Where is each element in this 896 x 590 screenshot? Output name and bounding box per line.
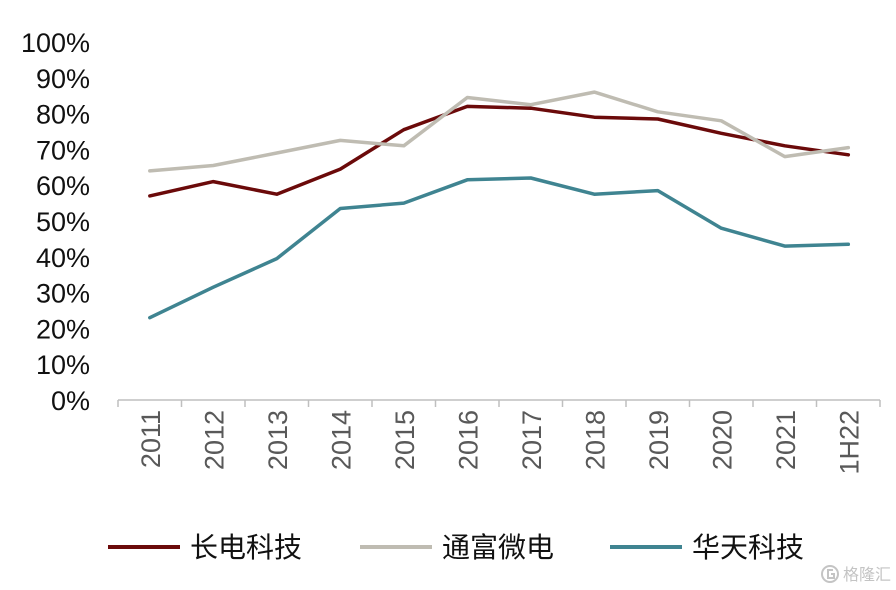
watermark: 格隆汇 xyxy=(821,565,891,584)
legend-label: 华天科技 xyxy=(692,531,804,564)
y-tick-label: 80% xyxy=(36,100,90,130)
y-tick-label: 0% xyxy=(51,386,90,416)
series-line-1 xyxy=(148,104,851,198)
x-tick-label: 2013 xyxy=(263,410,293,470)
glh-logo-icon xyxy=(821,565,839,583)
x-tick-label: 1H22 xyxy=(834,410,864,475)
y-tick-label: 60% xyxy=(36,171,90,201)
y-tick-label: 70% xyxy=(36,135,90,165)
x-tick-label: 2018 xyxy=(580,410,610,470)
y-tick-label: 30% xyxy=(36,279,90,309)
series-line-3 xyxy=(148,176,851,320)
x-tick-label: 2020 xyxy=(707,410,737,470)
x-tick-label: 2015 xyxy=(390,410,420,470)
x-tick-label: 2019 xyxy=(644,410,674,470)
legend: 长电科技 通富微电 华天科技 xyxy=(108,531,804,564)
x-tick-label: 2017 xyxy=(517,410,547,470)
x-axis: 2011 2012 2013 2014 2015 2016 2017 2018 2019 2020… xyxy=(117,400,881,475)
watermark-text: 格隆汇 xyxy=(843,565,891,584)
x-tick-label: 2014 xyxy=(326,410,356,470)
y-tick-label: 90% xyxy=(36,64,90,94)
y-tick-label: 20% xyxy=(36,314,90,344)
x-tick-label: 2021 xyxy=(771,410,801,470)
x-tick-label: 2011 xyxy=(136,410,166,468)
series-layer xyxy=(148,90,851,320)
x-tick-label: 2012 xyxy=(199,410,229,470)
legend-label: 长电科技 xyxy=(190,531,302,564)
y-tick-label: 40% xyxy=(36,243,90,273)
x-tick-label: 2016 xyxy=(453,410,483,470)
y-tick-label: 50% xyxy=(36,207,90,237)
series-line-2 xyxy=(148,90,851,173)
legend-label: 通富微电 xyxy=(442,531,554,564)
y-tick-label: 100% xyxy=(21,28,90,58)
y-tick-label: 10% xyxy=(36,350,90,380)
y-axis: 0% 10% 20% 30% 40% 50% 60% 70% 80% 90% 100% xyxy=(21,28,90,416)
